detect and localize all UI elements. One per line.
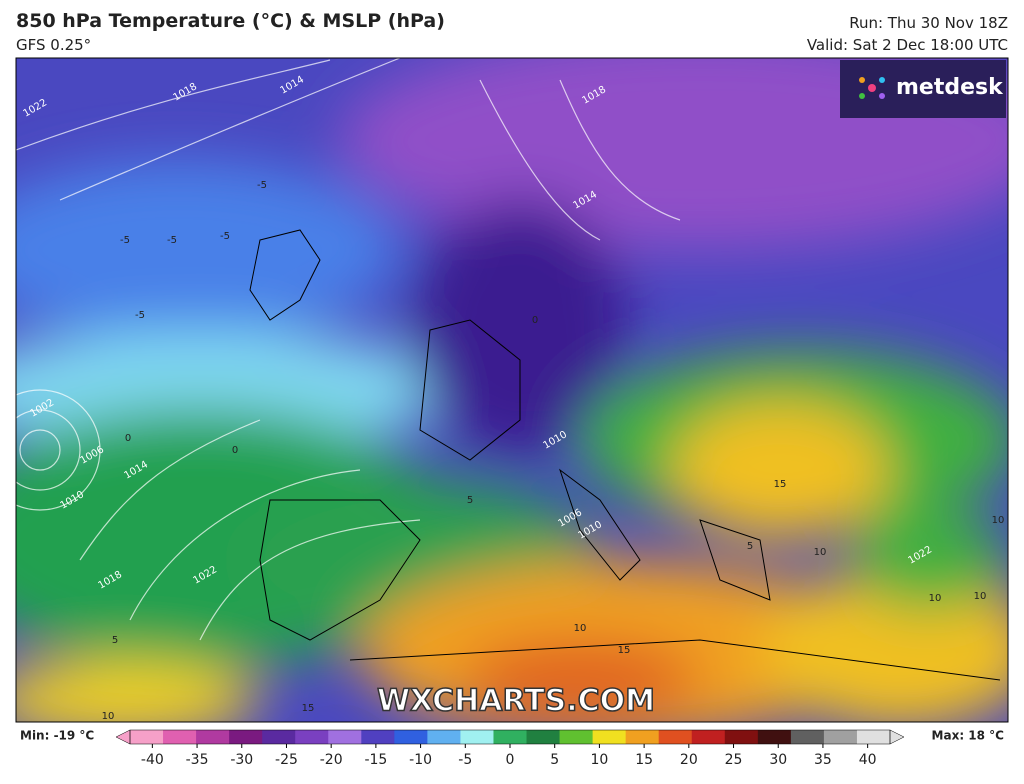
max-label: Max: 18 °C	[932, 729, 1005, 743]
colorbar-swatch	[328, 730, 362, 744]
temperature-field	[16, 58, 1008, 722]
temperature-label: 5	[467, 495, 473, 506]
temperature-label: 15	[302, 703, 315, 714]
temperature-label: -5	[167, 235, 177, 246]
colorbar-tick-label: 40	[859, 752, 877, 768]
colorbar-swatch	[526, 730, 561, 744]
colorbar-tick-label: 25	[725, 752, 743, 768]
temperature-label: 10	[102, 711, 115, 722]
temperature-label: 15	[618, 645, 631, 656]
colorbar-tick-label: -30	[230, 752, 253, 768]
colorbar-swatch	[460, 730, 494, 744]
colorbar-swatch	[691, 730, 726, 744]
temperature-label: 10	[992, 515, 1005, 526]
temperature-label: -5	[120, 235, 130, 246]
logo-text: metdesk	[896, 75, 1004, 100]
logo-icon	[859, 77, 885, 99]
temperature-label: 0	[532, 315, 538, 326]
map-frame	[15, 57, 1009, 723]
temperature-label: 15	[774, 479, 787, 490]
colorbar-swatch	[856, 730, 891, 744]
colorbar-swatch	[394, 730, 428, 744]
colorbar-tick-label: 10	[590, 752, 608, 768]
colorbar-tick-label: 30	[769, 752, 787, 768]
colorbar-tick-label: 5	[550, 752, 559, 768]
temperature-label: 0	[232, 445, 238, 456]
colorbar-swatch	[262, 730, 296, 744]
colorbar-end	[115, 729, 131, 745]
logo-box	[840, 60, 1006, 118]
colorbar-swatch	[493, 730, 528, 744]
temperature-label: 10	[929, 593, 942, 604]
colorbar-swatch	[724, 730, 759, 744]
temperature-label: -5	[135, 310, 145, 321]
colorbar-swatch	[592, 730, 627, 744]
colorbar-tick-label: -35	[186, 752, 209, 768]
colorbar-swatch	[625, 730, 660, 744]
colorbar-tick-label: -15	[364, 752, 387, 768]
colorbar-tick-label: -10	[409, 752, 432, 768]
colorbar-tick-label: -20	[320, 752, 343, 768]
colorbar-tick-label: -40	[141, 752, 164, 768]
temperature-label: -5	[257, 180, 267, 191]
colorbar-swatch	[757, 730, 792, 744]
colorbar-swatch	[790, 730, 825, 744]
title: 850 hPa Temperature (°C) & MSLP (hPa)	[16, 10, 445, 32]
subtitle: GFS 0.25°	[16, 36, 92, 54]
colorbar-tick-label: -25	[275, 752, 298, 768]
colorbar-swatch	[130, 730, 164, 744]
temperature-label: 10	[974, 591, 987, 602]
colorbar-swatch	[361, 730, 395, 744]
colorbar-swatch	[559, 730, 594, 744]
temperature-label: -5	[220, 231, 230, 242]
temperature-label: 0	[125, 433, 131, 444]
colorbar-swatch	[823, 730, 858, 744]
colorbar-tick-label: 0	[506, 752, 515, 768]
temperature-label: 10	[574, 623, 587, 634]
temperature-label: 5	[112, 635, 118, 646]
min-label: Min: -19 °C	[20, 729, 94, 743]
colorbar-tick-label: 15	[635, 752, 653, 768]
colorbar-swatch	[229, 730, 263, 744]
temperature-label: 10	[814, 547, 827, 558]
colorbar-swatch	[658, 730, 693, 744]
colorbar-tick-label: 35	[814, 752, 832, 768]
run-time: Run: Thu 30 Nov 18Z	[849, 14, 1008, 32]
temperature-label: 5	[747, 541, 753, 552]
colorbar-swatch	[427, 730, 461, 744]
colorbar-tick-label: 20	[680, 752, 698, 768]
colorbar-tick-label: -5	[458, 752, 472, 768]
colorbar-swatch	[163, 730, 197, 744]
watermark: WXCHARTS.COM	[377, 684, 655, 719]
valid-time: Valid: Sat 2 Dec 18:00 UTC	[806, 36, 1008, 54]
colorbar-end	[889, 729, 905, 745]
colorbar-swatch	[295, 730, 329, 744]
colorbar-swatch	[196, 730, 230, 744]
